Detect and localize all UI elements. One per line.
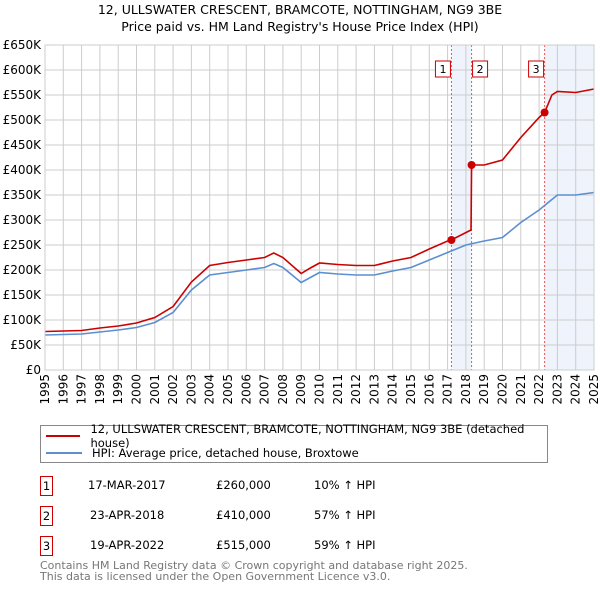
sale-number: 2 [40,506,53,526]
x-tick-label: 2010 [313,374,327,405]
sale-date: 17-MAR-2017 [88,478,166,492]
x-tick-label: 2018 [459,374,473,405]
x-tick-label: 2025 [587,374,600,405]
sale-point [540,108,549,117]
sale-number: 1 [40,476,53,496]
sale-label: 1 [439,63,446,76]
y-tick-label: £450K [3,138,43,152]
sale-label: 3 [533,63,540,76]
x-tick-label: 1999 [111,374,125,405]
legend-label: HPI: Average price, detached house, Brox… [92,446,359,460]
y-tick-label: £400K [3,163,43,177]
x-tick-label: 2001 [148,374,162,405]
sale-row: 1 17-MAR-2017 £260,000 10% ↑ HPI [40,476,440,496]
sale-hpi: 10% ↑ HPI [314,478,376,492]
x-tick-label: 2000 [130,374,144,405]
chart-subtitle: Price paid vs. HM Land Registry's House … [121,19,479,34]
x-tick-label: 2015 [404,374,418,405]
x-tick-label: 1996 [56,374,70,405]
sale-label: 2 [477,63,484,76]
sale-price: £410,000 [216,508,271,522]
y-tick-label: £250K [3,238,43,252]
sale-point [447,236,456,244]
y-tick-label: £650K [3,38,43,52]
x-tick-label: 2022 [532,374,546,405]
sale-point [467,161,476,169]
x-tick-label: 2013 [367,374,381,405]
x-tick-label: 2007 [258,374,272,405]
sale-label-box [472,60,489,78]
y-tick-label: £300K [3,213,43,227]
x-tick-label: 1995 [38,374,52,405]
x-tick-label: 2012 [349,374,363,405]
shaded-region [544,45,594,370]
sale-price: £515,000 [216,538,271,552]
x-tick-label: 2021 [514,374,528,405]
y-tick-label: £350K [3,188,43,202]
sale-date: 23-APR-2018 [90,508,165,522]
legend-swatch [46,435,81,437]
sale-label-box [528,60,545,78]
x-tick-label: 2011 [331,374,345,405]
sale-label-box [434,60,451,78]
chart-title: 12, ULLSWATER CRESCENT, BRAMCOTE, NOTTIN… [97,2,503,17]
shaded-region [451,45,472,370]
sale-date: 19-APR-2022 [90,538,165,552]
legend: 12, ULLSWATER CRESCENT, BRAMCOTE, NOTTIN… [40,422,548,463]
x-tick-label: 2004 [203,374,217,405]
y-tick-label: £600K [3,63,43,77]
sale-hpi: 57% ↑ HPI [314,508,376,522]
x-tick-label: 2002 [166,374,180,405]
y-tick-label: £100K [3,313,43,327]
y-tick-label: £50K [10,338,42,352]
y-tick-label: £150K [3,288,43,302]
footer-line: This data is licensed under the Open Gov… [40,570,391,583]
series-line [44,191,595,336]
sale-price: £260,000 [216,478,271,492]
x-tick-label: 2017 [441,374,455,405]
footer-line: Contains HM Land Registry data © Crown c… [40,559,468,572]
sale-number: 3 [40,536,53,556]
y-tick-label: £0 [26,363,41,377]
y-tick-label: £500K [3,113,43,127]
sale-hpi: 59% ↑ HPI [314,538,376,552]
x-tick-label: 2023 [550,374,564,405]
x-tick-label: 1998 [93,374,107,405]
x-tick-label: 2006 [239,374,253,405]
price-chart: 1995 1996 1997 1998 1999 2000 2001 2002 2003 2004… [3,38,600,405]
plot-border [44,44,595,371]
x-tick-label: 2005 [221,374,235,405]
x-tick-label: 2016 [422,374,436,405]
legend-label: 12, ULLSWATER CRESCENT, BRAMCOTE, NOTTIN… [90,422,525,450]
sale-row: 3 19-APR-2022 £515,000 59% ↑ HPI [40,536,440,556]
y-tick-label: £550K [3,88,43,102]
legend-item-property: 12, ULLSWATER CRESCENT, BRAMCOTE, NOTTIN… [41,422,547,450]
sale-row: 2 23-APR-2018 £410,000 57% ↑ HPI [40,506,440,526]
footer: Contains HM Land Registry data © Crown c… [40,560,468,582]
legend-swatch [46,452,82,454]
x-tick-label: 2024 [569,374,583,405]
x-tick-label: 2008 [276,374,290,405]
x-tick-label: 1997 [75,374,89,405]
x-tick-label: 2009 [294,374,308,405]
series-line [44,88,595,333]
x-tick-label: 2019 [477,374,491,405]
x-tick-label: 2020 [496,374,510,405]
x-tick-label: 2014 [386,374,400,405]
x-tick-label: 2003 [184,374,198,405]
y-tick-label: £200K [3,263,43,277]
legend-item-hpi: HPI: Average price, detached house, Brox… [41,445,359,461]
